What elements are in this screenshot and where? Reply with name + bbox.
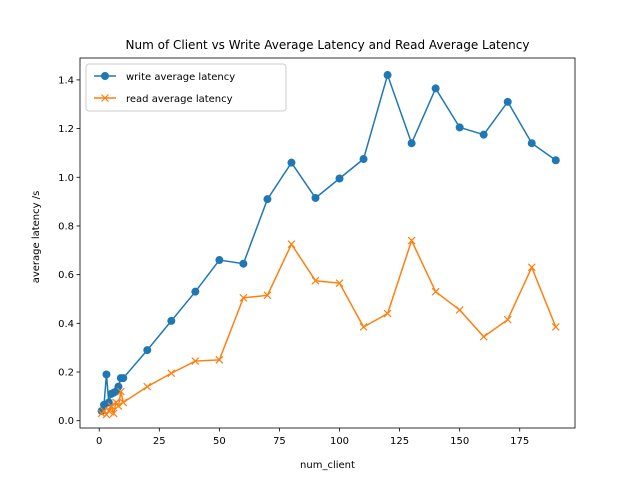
legend-label: write average latency xyxy=(126,72,235,83)
data-point xyxy=(503,315,512,324)
data-point xyxy=(311,193,320,202)
y-tick-label: 0.4 xyxy=(58,319,74,330)
data-point xyxy=(383,309,392,318)
plot-area: 0 25 50 75 100 125 150 175 0.0 0.2 0.4 0.6 0.8 1.0 1.2… xyxy=(58,57,576,447)
data-point xyxy=(109,409,118,418)
x-tick-label: 150 xyxy=(450,436,469,447)
data-point xyxy=(527,263,536,272)
legend-box xyxy=(85,63,287,112)
data-point xyxy=(335,174,344,183)
y-tick-label: 0.8 xyxy=(58,221,74,232)
data-point xyxy=(114,382,123,391)
y-tick-label: 1.0 xyxy=(58,173,74,184)
data-point xyxy=(102,370,111,379)
data-point xyxy=(239,259,248,268)
y-tick-label: 1.2 xyxy=(58,124,74,135)
data-point xyxy=(143,382,152,391)
data-point xyxy=(311,276,320,285)
data-point xyxy=(119,398,128,407)
data-point xyxy=(455,306,464,314)
data-point xyxy=(191,357,200,365)
axes-frame xyxy=(79,57,576,429)
data-point xyxy=(215,256,224,265)
y-tick-label: 0.2 xyxy=(58,368,74,379)
x-tick-label: 50 xyxy=(213,436,226,447)
legend-marker xyxy=(101,94,109,102)
x-tick-label: 125 xyxy=(390,436,409,447)
data-point xyxy=(455,123,464,132)
data-point xyxy=(143,346,152,355)
data-point xyxy=(104,398,113,407)
data-point xyxy=(114,402,123,411)
data-point xyxy=(551,156,560,165)
data-point xyxy=(359,155,368,164)
y-tick-label: 0.0 xyxy=(58,416,74,427)
data-point xyxy=(97,406,106,415)
data-point xyxy=(479,130,488,139)
data-point xyxy=(263,195,272,204)
data-point xyxy=(359,323,368,331)
data-point xyxy=(102,410,111,419)
data-point xyxy=(407,236,416,245)
data-point xyxy=(287,240,296,249)
x-axis-label: num_client xyxy=(300,460,355,471)
data-point xyxy=(407,139,416,148)
x-tick-label: 100 xyxy=(330,436,349,447)
legend-marker xyxy=(101,72,109,80)
data-point xyxy=(239,293,248,302)
data-point xyxy=(287,158,296,167)
data-point xyxy=(503,97,512,106)
series-line-1 xyxy=(101,238,557,417)
data-point xyxy=(107,402,116,411)
x-tick-label: 25 xyxy=(153,436,166,447)
y-axis-label: average latency /s xyxy=(31,191,42,284)
series-line-0 xyxy=(100,72,557,412)
data-point xyxy=(167,369,176,378)
x-tick-label: 75 xyxy=(273,436,286,447)
data-point xyxy=(383,71,392,80)
data-point xyxy=(119,374,128,383)
x-tick-label: 0 xyxy=(96,436,102,447)
data-point xyxy=(116,387,125,396)
y-tick-label: 0.6 xyxy=(58,270,74,281)
data-point xyxy=(263,291,272,300)
data-point xyxy=(167,316,176,325)
y-tick-label: 1.4 xyxy=(58,75,74,86)
data-point xyxy=(104,407,113,415)
x-tick-label: 175 xyxy=(510,436,529,447)
data-point xyxy=(431,84,440,93)
legend-label: read average latency xyxy=(126,94,233,105)
chart-title: Num of Client vs Write Average Latency a… xyxy=(126,38,530,52)
data-point xyxy=(527,139,536,148)
data-point xyxy=(215,355,224,364)
data-point xyxy=(431,287,440,296)
data-point xyxy=(191,287,200,296)
data-point xyxy=(479,332,488,341)
data-point xyxy=(112,398,120,407)
data-point xyxy=(335,279,344,288)
data-point xyxy=(551,323,560,331)
